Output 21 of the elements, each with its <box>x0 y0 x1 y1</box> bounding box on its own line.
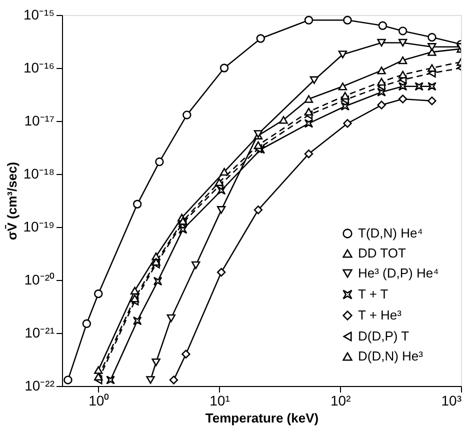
x-axis-title: Temperature (keV) <box>205 410 319 426</box>
legend-label: D(D,P) T <box>358 328 410 344</box>
legend-label: T(D,N) He⁴ <box>358 226 423 240</box>
legend-label: T + T <box>358 286 388 302</box>
y-tick-label: 10⁻¹⁹ <box>23 218 54 234</box>
y-tick-label: 10⁻²¹ <box>24 324 55 340</box>
y-axis-title: σV̄ (cm³/sec) <box>4 162 20 240</box>
y-tick-label: 10⁻²² <box>24 378 55 394</box>
x-tick-label: 10² <box>330 392 352 408</box>
y-tick-label: 10⁻¹⁶ <box>24 60 54 76</box>
legend-label: He³ (D,P) He⁴ <box>358 266 439 280</box>
y-tick-label: 10⁻²⁰ <box>24 272 54 288</box>
x-tick-label: 10³ <box>441 392 462 408</box>
x-tick-label: 10¹ <box>210 392 230 408</box>
x-tick-label: 10⁰ <box>88 392 110 408</box>
y-tick-label: 10⁻¹⁷ <box>24 112 54 128</box>
y-tick-label: 10⁻¹⁸ <box>23 166 55 182</box>
legend-label: DD TOT <box>358 246 406 260</box>
legend-label: D(D,N) He³ <box>358 348 424 364</box>
y-tick-label: 10⁻¹⁵ <box>23 6 54 22</box>
legend-label: T + He³ <box>358 308 402 322</box>
